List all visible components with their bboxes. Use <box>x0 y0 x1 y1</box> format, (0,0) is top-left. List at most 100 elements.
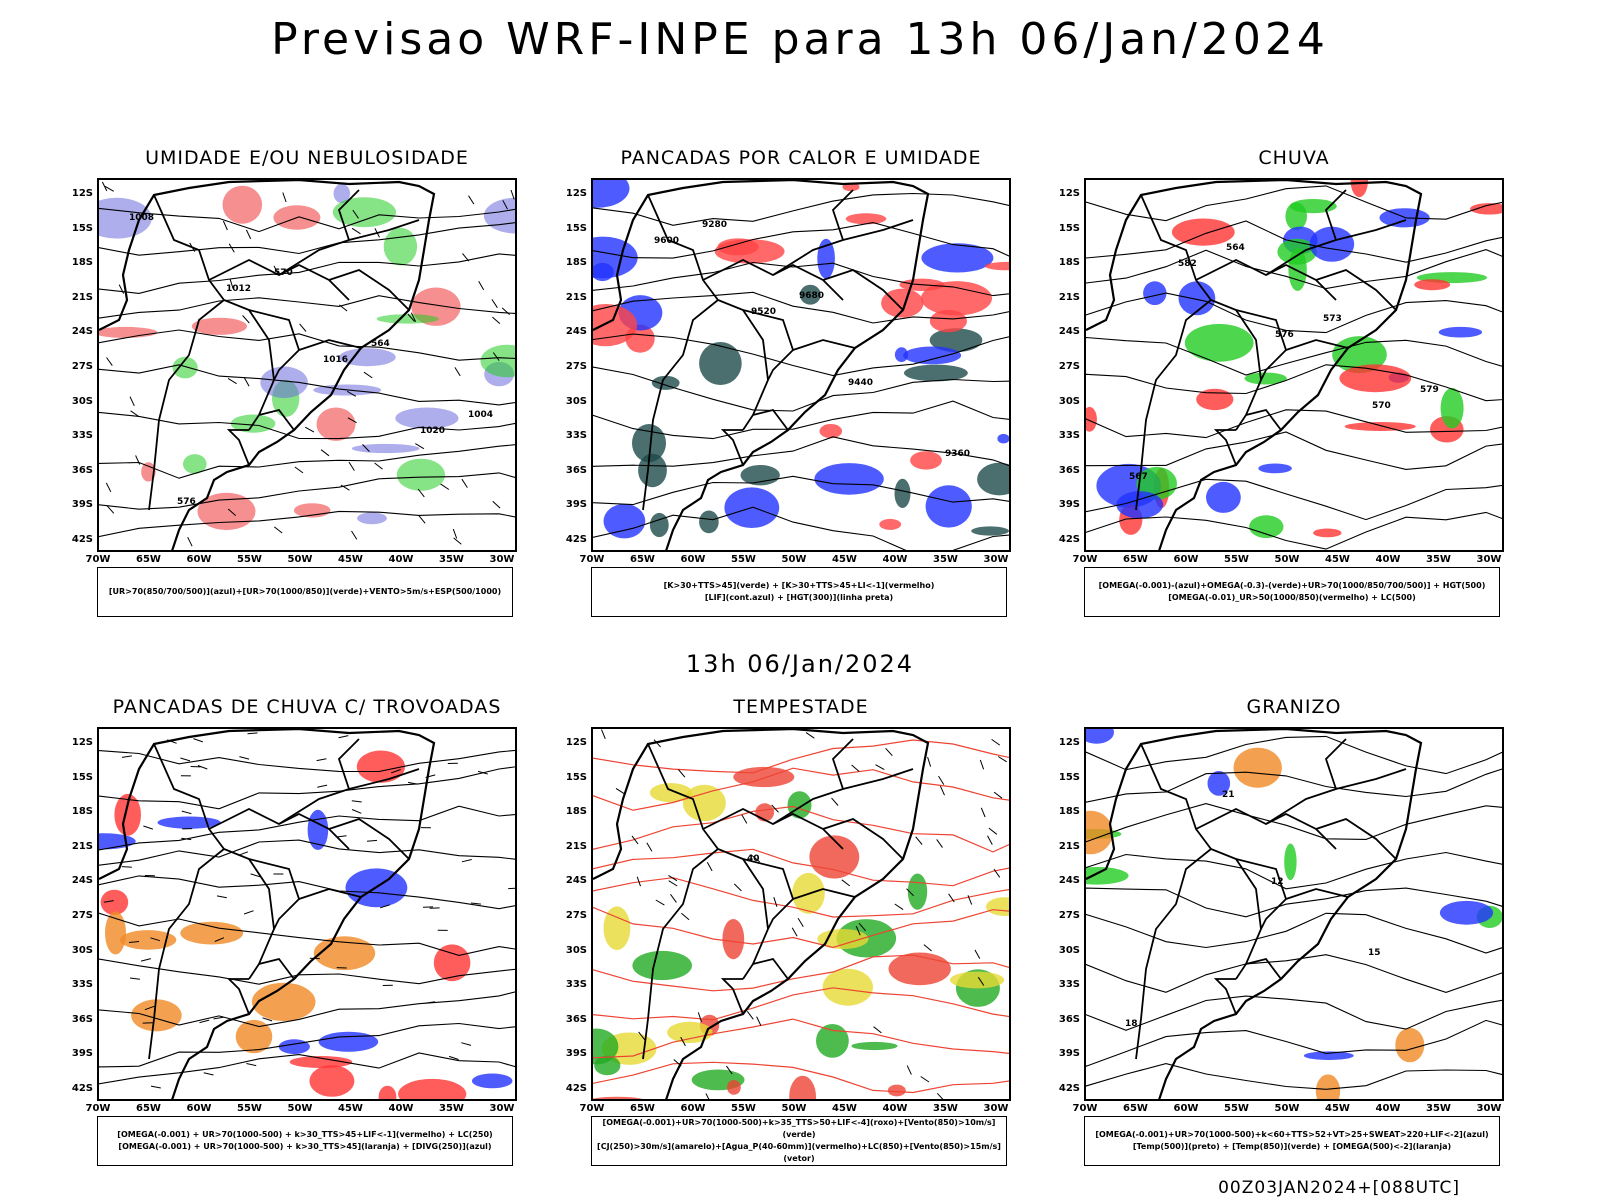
legend-line: [K>30+TTS>45](verde) + [K>30+TTS>45+LI<-… <box>663 581 935 590</box>
field-blob <box>433 944 471 982</box>
wind-vector <box>461 859 472 863</box>
latitude-label: 39S <box>565 499 587 511</box>
field-blob <box>191 317 247 335</box>
field-blob <box>977 462 1009 496</box>
wind-vector <box>906 888 914 897</box>
wind-vector <box>299 323 307 332</box>
longitude-label: 50W <box>1274 554 1300 565</box>
country-border <box>752 957 789 980</box>
longitude-label: 50W <box>1274 1103 1300 1114</box>
field-blob <box>309 1065 355 1097</box>
map-canvas: 12 15 18 21 <box>1086 729 1502 1099</box>
wind-vector <box>106 357 113 366</box>
isoline <box>99 805 515 851</box>
forecast-map <box>97 727 517 1101</box>
wind-vector <box>227 377 237 385</box>
field-blob <box>638 453 667 488</box>
latitude-label: 18S <box>1058 257 1080 269</box>
wind-vector <box>668 874 678 882</box>
wind-vector <box>245 229 252 240</box>
wind-vector <box>697 1012 702 1022</box>
wind-vector <box>706 861 713 872</box>
contour-label: 12 <box>1271 877 1284 887</box>
isoline <box>99 472 515 510</box>
longitude-label: 40W <box>1375 554 1401 565</box>
latitude-label: 15S <box>1058 771 1080 783</box>
wind-vector <box>797 917 804 927</box>
wind-vector <box>452 528 458 539</box>
wind-vector <box>346 390 357 397</box>
map-canvas: 582 576 570 567 564 573 579 <box>1086 180 1502 550</box>
field-blob <box>180 921 244 945</box>
country-border <box>328 818 410 860</box>
isoline <box>99 991 515 1028</box>
wind-vector <box>351 809 362 814</box>
wind-vector <box>756 1016 762 1026</box>
isoline <box>593 222 1009 259</box>
latitude-label: 18S <box>565 806 587 818</box>
field-blob <box>910 451 942 470</box>
wind-vector <box>746 1010 754 1020</box>
wind-vector <box>407 313 415 322</box>
wind-vector <box>987 835 993 845</box>
panel-title: TEMPESTADE <box>733 696 869 718</box>
longitude-label: 55W <box>1224 554 1249 565</box>
isoline <box>593 366 1009 412</box>
longitude-label: 55W <box>731 554 756 565</box>
wind-vector <box>187 536 193 547</box>
panel-title: GRANIZO <box>1246 696 1342 718</box>
contour-label: 9360 <box>945 449 970 459</box>
latitude-label: 24S <box>71 875 93 887</box>
wind-vector <box>243 910 254 915</box>
latitude-label: 42S <box>565 1083 587 1094</box>
latitude-label: 12S <box>71 188 93 199</box>
wind-vector <box>851 764 860 772</box>
wind-vector <box>118 284 125 294</box>
field-blob <box>984 261 1009 271</box>
longitude-label: 70W <box>85 1103 111 1114</box>
field-blob <box>822 968 873 1006</box>
forecast-map: 9600 9520 9440 9360 9280 9680 <box>591 178 1011 552</box>
wind-vector <box>993 868 1001 878</box>
field-blob <box>722 919 745 960</box>
field-blob <box>1332 336 1387 374</box>
field-blob <box>699 510 719 534</box>
country-border <box>148 299 225 511</box>
forecast-map: 12 15 18 21 <box>1084 727 1504 1101</box>
latitude-label: 21S <box>1058 291 1080 303</box>
isoline <box>99 207 515 233</box>
wind-vector <box>477 770 488 775</box>
field-blob <box>1178 281 1216 316</box>
contour-label: 1008 <box>129 213 154 223</box>
country-border <box>1195 807 1337 850</box>
wind-vector <box>104 185 114 192</box>
latitude-label: 21S <box>565 291 587 303</box>
field-blob <box>114 793 141 836</box>
field-blob <box>845 213 887 225</box>
wind-vector <box>773 897 778 907</box>
isoline <box>1086 478 1502 521</box>
longitude-label: 30W <box>983 1103 1009 1114</box>
latitude-label: 27S <box>71 361 93 372</box>
wind-vector <box>197 765 208 770</box>
panel-legend: [OMEGA(-0.001)-(azul)+OMEGA(-0.3)-(verde… <box>1084 567 1500 617</box>
field-blob <box>921 281 992 316</box>
country-border <box>702 807 844 850</box>
isoline <box>99 1052 515 1085</box>
country-border <box>647 194 769 381</box>
coastline <box>1086 180 1423 550</box>
field-blob <box>1233 747 1282 788</box>
wind-vector <box>468 195 475 205</box>
wind-vector <box>351 800 362 803</box>
contour-label: 564 <box>1226 243 1245 253</box>
field-blob <box>197 492 256 531</box>
isoline <box>593 192 1009 226</box>
wind-vector <box>461 1042 472 1046</box>
wind-vector <box>831 797 839 806</box>
longitude-label: 65W <box>1123 1103 1148 1114</box>
latitude-label: 42S <box>1058 1083 1080 1094</box>
longitude-label: 45W <box>832 554 857 565</box>
field-blob <box>1258 463 1292 474</box>
wind-vector <box>646 842 653 852</box>
isoline <box>593 475 1009 506</box>
